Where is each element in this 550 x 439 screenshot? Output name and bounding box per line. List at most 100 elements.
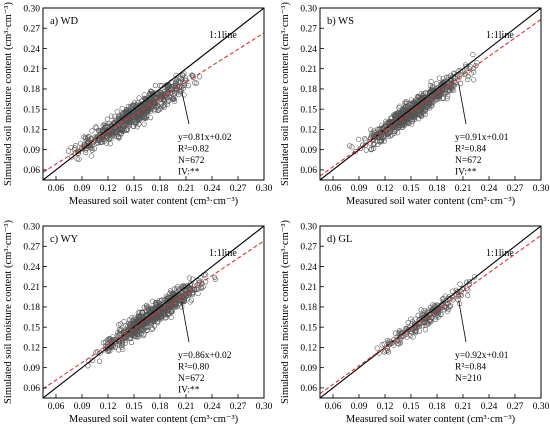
one-to-one-label: 1:1line [209, 30, 237, 41]
plot-frame [319, 7, 542, 181]
scatter-point [435, 90, 441, 96]
scatter-point [152, 90, 159, 96]
x-tick-label: 0.24 [204, 402, 221, 412]
scatter-point [94, 135, 100, 142]
plot-frame [319, 225, 542, 399]
fit-line [43, 32, 264, 173]
scatter-point [363, 147, 369, 153]
scatter-point [471, 274, 478, 280]
y-tick-label: 0.30 [300, 222, 317, 232]
scatter-point [107, 141, 113, 147]
scatter-point [379, 342, 385, 348]
scatter-point [129, 115, 135, 121]
scatter-point [159, 297, 165, 303]
scatter-point [140, 328, 146, 334]
y-tick-label: 0.12 [23, 126, 40, 136]
scatter-point [419, 316, 425, 322]
scatter-point [453, 79, 459, 85]
stats-line: y=0.91x+0.01 [455, 133, 509, 143]
scatter-point [152, 108, 158, 114]
scatter-point [185, 83, 192, 89]
scatter-point [362, 135, 368, 142]
x-tick-label: 0.30 [256, 402, 273, 412]
y-tick-label: 0.18 [23, 85, 40, 95]
y-tick-label: 0.24 [300, 263, 317, 273]
scatter-point [415, 116, 422, 122]
scatter-point [121, 335, 127, 341]
scatter-point [368, 127, 374, 133]
scatter-point [387, 341, 393, 347]
x-tick-label: 0.24 [481, 184, 498, 194]
scatter-point [428, 78, 434, 85]
scatter-point [440, 75, 446, 82]
scatter-point [187, 299, 193, 305]
scatter-point [393, 118, 400, 124]
scatter-point [422, 108, 428, 114]
one-to-one-label: 1:1line [486, 30, 514, 41]
scatter-point [78, 140, 84, 147]
scatter-point [120, 128, 126, 134]
scatter-point [114, 109, 120, 115]
y-tick-label: 0.06 [23, 166, 40, 176]
x-tick-label: 0.06 [325, 184, 342, 194]
scatter-point [384, 131, 391, 138]
scatter-point [147, 115, 154, 121]
scatter-point [368, 146, 374, 152]
scatter-point [134, 124, 140, 130]
x-tick-label: 0.27 [230, 184, 247, 194]
scatter-point [371, 135, 378, 141]
scatter-point [111, 133, 117, 139]
scatter-point [432, 316, 439, 322]
y-tick-label: 0.09 [23, 146, 40, 156]
scatter-point [440, 95, 447, 102]
scatter-point [91, 137, 97, 143]
scatter-point [419, 323, 425, 329]
scatter-point [141, 121, 147, 127]
scatter-point [83, 149, 89, 156]
scatter-point [93, 124, 99, 130]
scatter-point [110, 334, 116, 340]
scatter-point [115, 330, 121, 336]
scatter-point [403, 106, 410, 112]
x-tick-label: 0.12 [377, 184, 394, 194]
panel-4: 0.06 0.06 0.09 0.09 0.12 0.12 0.15 0.15 0.18 0.18… [280, 220, 550, 425]
scatter-point [149, 326, 155, 332]
scatter-point [176, 87, 182, 93]
y-tick-label: 0.30 [23, 222, 40, 232]
panel-label: d) GL [327, 234, 352, 245]
x-tick-label: 0.30 [533, 184, 550, 194]
annotation-leader [181, 301, 190, 343]
scatter-point [381, 349, 388, 355]
scatter-point [457, 67, 463, 74]
scatter-point [193, 80, 199, 86]
x-tick-label: 0.30 [256, 184, 273, 194]
scatter-point [441, 307, 447, 313]
y-tick-label: 0.27 [300, 243, 317, 253]
fit-line [43, 240, 264, 390]
x-tick-label: 0.18 [152, 402, 169, 412]
panel-3: 0.06 0.06 0.09 0.09 0.12 0.12 0.15 0.15 0.18 0.18… [3, 220, 273, 425]
scatter-point [356, 136, 362, 142]
scatter-point [179, 304, 185, 310]
scatter-point [72, 145, 78, 151]
scatter-point [131, 103, 137, 109]
scatter-point [196, 74, 203, 80]
scatter-point [101, 136, 107, 142]
scatter-point [440, 295, 446, 301]
scatter-point [445, 87, 451, 93]
one-to-one-label: 1:1line [486, 248, 514, 259]
scatter-point [181, 92, 187, 98]
scatter-point [104, 116, 110, 122]
scatter-point [131, 332, 137, 338]
scatter-point [436, 306, 442, 312]
scatter-point [96, 129, 102, 135]
scatter-point [417, 108, 423, 114]
x-tick-label: 0.21 [178, 184, 195, 194]
stats-line: R²=0.84 [455, 145, 486, 155]
y-tick-label: 0.12 [300, 344, 317, 354]
y-tick-label: 0.24 [23, 45, 40, 55]
scatter-point [109, 113, 115, 119]
scatter-point [184, 283, 190, 289]
scatter-point [76, 156, 82, 162]
one-to-one-line [320, 8, 541, 180]
